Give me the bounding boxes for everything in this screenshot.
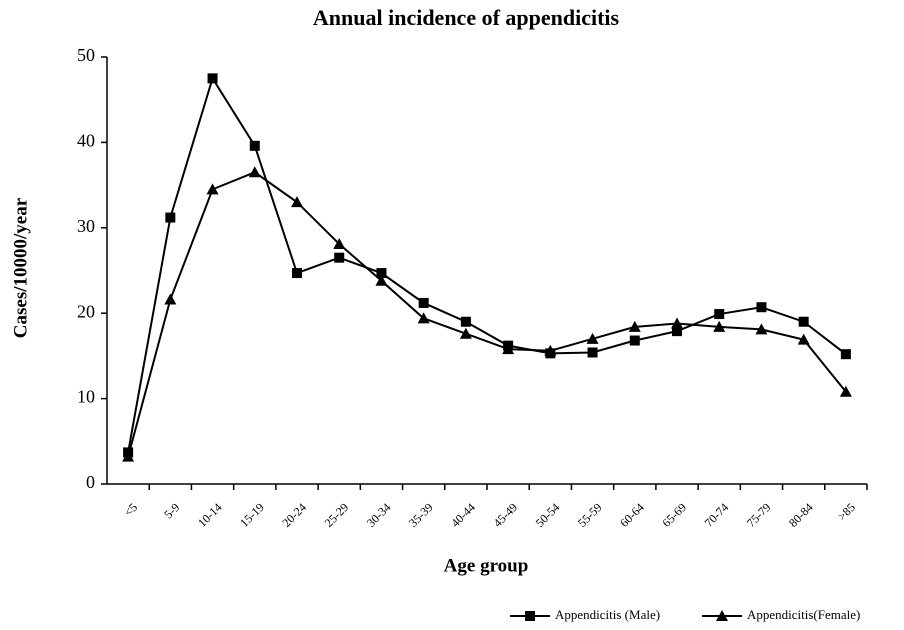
marker (755, 323, 768, 335)
marker (713, 320, 726, 332)
marker (840, 349, 851, 360)
marker (249, 140, 260, 151)
y-tick-label: 30 (77, 216, 95, 236)
marker (418, 297, 429, 308)
x-tick-label: 25-29 (322, 500, 352, 530)
x-tick-label: <5 (121, 500, 140, 519)
x-tick-label: 40-44 (448, 500, 478, 530)
series-line (127, 75, 847, 453)
x-tick-label: 20-24 (279, 500, 309, 530)
x-tick-label: 80-84 (786, 500, 816, 530)
marker (502, 343, 515, 355)
chart-title: Annual incidence of appendicitis (313, 5, 620, 30)
marker (586, 332, 599, 344)
x-tick-label: 65-69 (659, 500, 689, 530)
y-tick-label: 20 (77, 301, 95, 321)
marker (672, 326, 682, 337)
y-tick-label: 10 (77, 387, 95, 407)
marker (417, 312, 430, 324)
series-line (127, 171, 847, 457)
marker (375, 274, 388, 286)
y-axis-title: Cases/10000/year (10, 197, 31, 338)
marker (248, 166, 261, 178)
x-tick-label: 55-59 (575, 500, 605, 530)
x-tick-label: 50-54 (533, 500, 563, 530)
x-tick-label: 75-79 (744, 500, 774, 530)
marker (459, 327, 472, 339)
marker (544, 344, 557, 356)
legend-label: Appendicitis(Female) (747, 607, 860, 622)
marker (292, 268, 302, 279)
marker (839, 385, 852, 397)
x-tick-label: 30-34 (364, 500, 394, 530)
marker (714, 309, 725, 320)
x-tick-label: 70-74 (702, 500, 732, 530)
marker (628, 320, 641, 332)
marker (165, 212, 176, 223)
marker (207, 73, 218, 84)
marker (798, 316, 809, 327)
marker (122, 450, 135, 462)
x-tick-label: 45-49 (490, 500, 520, 530)
x-axis-title: Age group (444, 555, 529, 576)
y-tick-label: 0 (86, 472, 95, 492)
marker (756, 302, 767, 313)
marker (671, 317, 683, 329)
marker (629, 335, 640, 346)
x-tick-label: 15-19 (237, 500, 267, 530)
x-tick-label: 60-64 (617, 500, 647, 530)
marker (460, 316, 471, 327)
x-tick-label: 5-9 (161, 500, 182, 521)
marker (525, 611, 535, 621)
y-tick-label: 40 (77, 131, 95, 151)
marker (164, 293, 177, 305)
x-tick-label: 10-14 (195, 500, 225, 530)
marker (716, 610, 728, 621)
marker (587, 347, 598, 358)
marker (334, 252, 345, 263)
legend-label: Appendicitis (Male) (555, 607, 660, 622)
marker (376, 268, 387, 279)
x-tick-label: >85 (835, 500, 858, 523)
marker (291, 196, 303, 208)
x-tick-label: 35-39 (406, 500, 436, 530)
marker (797, 333, 810, 345)
marker (206, 183, 219, 195)
marker (333, 238, 346, 250)
y-tick-label: 50 (77, 45, 95, 65)
